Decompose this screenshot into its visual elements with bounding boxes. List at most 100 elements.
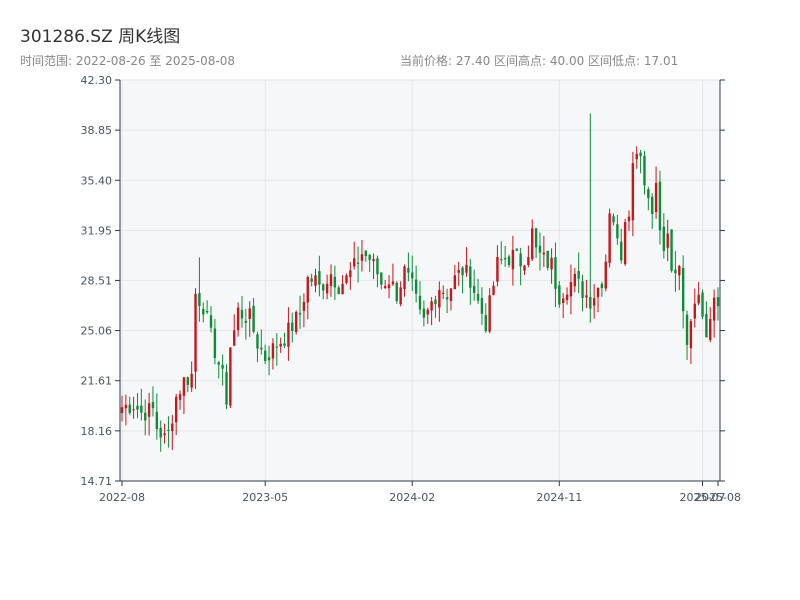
candle (256, 331, 259, 363)
candle (248, 301, 251, 337)
candle (623, 218, 627, 266)
candle (202, 302, 205, 323)
candle-body (647, 189, 650, 199)
candle-body (287, 322, 290, 347)
candle-body (620, 241, 623, 261)
candle-body (701, 292, 704, 317)
candle-body (182, 377, 186, 396)
candle (144, 399, 147, 436)
candle (391, 263, 395, 286)
candle (395, 281, 398, 304)
x-tick-label: 2024-02 (389, 491, 435, 504)
x-tick-label: 2022-08 (99, 491, 145, 504)
candle (674, 251, 677, 292)
candle (364, 250, 368, 262)
candle-body (604, 261, 607, 289)
candle (546, 250, 549, 271)
candle (267, 345, 271, 376)
candle-body (709, 318, 712, 340)
y-tick-label: 21.61 (81, 375, 113, 388)
candle-body (236, 307, 240, 331)
candle-body (383, 286, 387, 289)
candle (414, 265, 418, 303)
candle (217, 361, 220, 379)
candle-body (453, 275, 457, 290)
candle (376, 255, 379, 288)
candle-body (209, 315, 213, 328)
candle-body (573, 273, 577, 287)
candle (538, 232, 542, 271)
candle (225, 364, 228, 409)
candle (229, 347, 232, 408)
candle (387, 275, 391, 299)
candle-body (685, 314, 689, 345)
candle (360, 240, 364, 272)
candle-body (213, 328, 217, 359)
candle-body (376, 258, 379, 275)
candle-body (527, 257, 530, 265)
candle-body (356, 262, 360, 264)
candle-body (600, 283, 604, 288)
candle-body (515, 248, 518, 251)
candle-body (531, 228, 534, 260)
candle-body (221, 364, 224, 369)
candle-body (186, 377, 189, 385)
candle-body (666, 233, 669, 248)
candle-body (244, 320, 248, 323)
candle-body (380, 272, 383, 285)
candle (534, 227, 538, 259)
candle-body (159, 427, 162, 438)
candle-body (523, 265, 526, 271)
candle (709, 307, 712, 343)
candle (647, 186, 650, 211)
candle-body (705, 313, 708, 338)
candle-body (294, 311, 298, 332)
candle-body (217, 362, 220, 365)
candle-body (198, 293, 201, 307)
candle-body (260, 347, 263, 350)
candle-body (256, 334, 259, 349)
candle-body (507, 256, 511, 265)
candle-body (178, 394, 182, 400)
candle-body (233, 330, 236, 346)
candle (422, 300, 426, 327)
candle-body (283, 343, 286, 346)
candle (182, 376, 186, 414)
candle-body (565, 294, 569, 300)
candle (666, 219, 669, 262)
candle-body (329, 274, 333, 287)
candle-body (689, 321, 693, 349)
candle-body (155, 411, 159, 430)
candle (171, 414, 174, 450)
candle (174, 393, 178, 436)
candle (651, 193, 654, 229)
candle (236, 302, 240, 337)
candle-body (144, 412, 147, 421)
candle (658, 170, 662, 245)
candle-body (411, 272, 414, 279)
candle-body (306, 277, 309, 303)
candle (662, 213, 666, 259)
candle (426, 307, 429, 324)
candle-body (546, 250, 549, 268)
candle (569, 264, 573, 315)
candle (159, 420, 162, 452)
candle-body (399, 287, 402, 305)
candle-body (550, 257, 553, 270)
candle (716, 287, 720, 321)
candle (492, 281, 495, 296)
candle (604, 254, 607, 292)
candle (356, 246, 360, 283)
candle-body (120, 407, 124, 414)
candle-body (136, 405, 139, 410)
candle (283, 332, 286, 349)
candle (186, 376, 189, 393)
candle (681, 255, 685, 329)
candle (589, 113, 592, 323)
candle (620, 228, 623, 264)
candle (503, 245, 507, 267)
candle-body (492, 285, 495, 296)
candle-body (589, 297, 592, 309)
candle-body (442, 292, 445, 294)
candle-body (654, 183, 658, 213)
